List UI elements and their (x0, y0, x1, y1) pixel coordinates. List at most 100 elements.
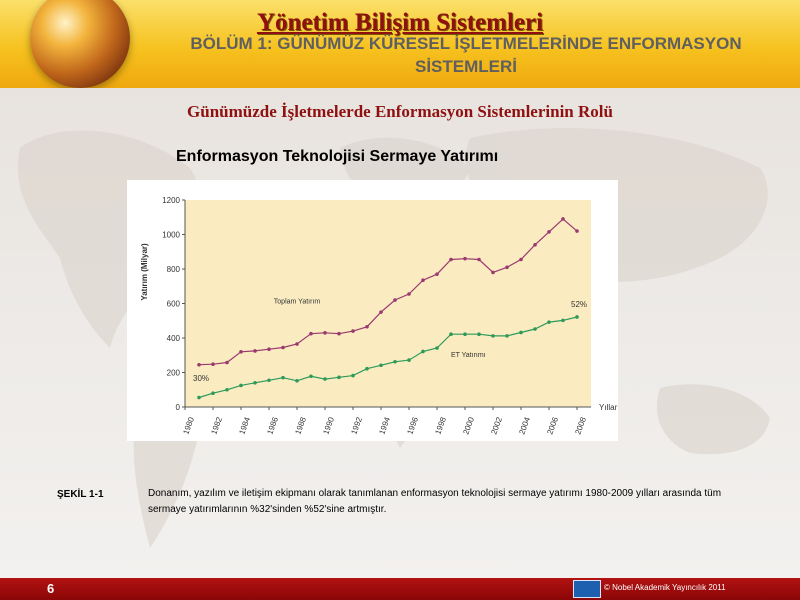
series-1-point (491, 270, 495, 275)
series-1-point (351, 329, 355, 333)
x-tick-label: 1984 (237, 415, 252, 435)
slide-title: Yönetim Bilişim Sistemleri (256, 9, 544, 36)
series-1-point (519, 257, 523, 262)
series-1-point (253, 349, 257, 353)
chart-annotation: 52% (571, 300, 587, 309)
y-tick-label: 400 (167, 334, 181, 343)
series-2-point (491, 334, 495, 338)
x-tick-label: 1996 (405, 415, 420, 435)
series-1-point (211, 362, 215, 367)
series-1-point (309, 331, 313, 336)
x-tick-label: 1982 (209, 415, 224, 435)
series-2-point (337, 375, 341, 380)
y-tick-label: 1000 (162, 231, 180, 240)
series-1-point (379, 310, 383, 314)
x-tick-label: 1988 (293, 415, 308, 435)
y-tick-label: 200 (167, 369, 181, 378)
x-tick-label: 2000 (461, 415, 476, 435)
series-1-point (365, 324, 369, 329)
y-axis-label: Yatırım (Milyar) (140, 243, 149, 301)
series-2-point (421, 349, 425, 354)
series-1-point (449, 257, 453, 262)
series-1-point (323, 331, 327, 335)
series-2-point (323, 377, 327, 381)
publisher-logo-icon (573, 580, 601, 598)
x-tick-label: 1980 (181, 415, 196, 435)
series-2-point (449, 332, 453, 337)
series-1-point (337, 331, 341, 336)
series-1-point (575, 229, 579, 233)
series-2-point (519, 330, 523, 335)
series-line-1 (198, 218, 578, 366)
x-tick-label: 2006 (545, 415, 560, 435)
series-2-point (295, 378, 299, 383)
series-2-point (253, 381, 257, 385)
y-tick-label: 1200 (162, 196, 180, 205)
x-tick-label: 1992 (349, 415, 364, 435)
series-2-point (407, 358, 411, 362)
series-1-point (435, 272, 439, 276)
series-label: Toplam Yatırım (274, 299, 321, 306)
y-tick-label: 0 (176, 403, 181, 412)
chart-annotation: 30% (193, 374, 209, 383)
series-2-point (281, 375, 285, 380)
chart-heading: Enformasyon Teknolojisi Sermaye Yatırımı (176, 148, 499, 165)
series-1-point (533, 243, 537, 247)
series-1-point (463, 256, 467, 261)
series-1-point (477, 257, 481, 262)
series-1-point (295, 342, 299, 346)
series-2-point (365, 366, 369, 371)
series-1-point (561, 217, 565, 221)
x-axis-label: Yıllar (599, 403, 618, 412)
series-1-point (421, 278, 425, 283)
series-2-point (239, 383, 243, 388)
series-2-point (477, 332, 481, 337)
series-1-point (267, 347, 271, 352)
page-number: 6 (47, 581, 55, 596)
series-2-point (463, 332, 467, 337)
x-tick-label: 1990 (321, 415, 336, 435)
x-tick-label: 1998 (433, 415, 448, 435)
section-title: Günümüzde İşletmelerde Enformasyon Siste… (187, 102, 613, 121)
line-chart: 0 200 400 600 800 1000 1200 1980 1982 1984 1986 198… (140, 196, 618, 436)
plot-area (185, 200, 591, 407)
series-1-point (393, 298, 397, 302)
series-2-point (197, 395, 201, 400)
series-2-point (575, 315, 579, 319)
figure-caption: Donanım, yazılım ve iletişim ekipmanı ol… (148, 488, 722, 515)
series-label: ET Yatırımı (451, 352, 486, 359)
series-1-point (281, 345, 285, 350)
series-1-point (407, 292, 411, 296)
x-tick-label: 2004 (517, 415, 532, 435)
series-2-point (379, 363, 383, 368)
series-line-2 (198, 316, 578, 399)
chapter-subtitle: BÖLÜM 1: GÜNÜMÜZ KÜRESEL İŞLETMELERİNDE … (190, 34, 742, 76)
y-tick-label: 800 (167, 265, 181, 274)
x-tick-label: 2002 (489, 415, 504, 435)
series-2-point (351, 373, 355, 378)
copyright-text: © Nobel Akademik Yayıncılık 2011 (604, 583, 726, 592)
series-2-point (547, 320, 551, 324)
figure-label: ŞEKİL 1-1 (57, 489, 104, 500)
globe-icon (30, 0, 130, 88)
y-tick-label: 600 (167, 300, 181, 309)
chart-container: 0 200 400 600 800 1000 1200 1980 1982 1984 1986 198… (127, 180, 618, 441)
x-tick-label: 1986 (265, 415, 280, 435)
series-2-point (393, 360, 397, 364)
series-1-point (505, 265, 509, 270)
series-2-point (225, 387, 229, 392)
series-1-point (197, 362, 201, 367)
series-1-point (239, 350, 243, 354)
series-2-point (561, 318, 565, 323)
series-2-point (533, 327, 537, 331)
series-1-point (547, 230, 551, 234)
x-tick-label: 2008 (573, 415, 588, 435)
series-2-point (211, 391, 215, 395)
series-2-point (505, 334, 509, 338)
x-tick-label: 1994 (377, 415, 392, 435)
slide-header (0, 0, 800, 88)
series-2-point (435, 346, 439, 350)
series-2-point (267, 378, 271, 383)
series-1-point (225, 360, 229, 365)
series-2-point (309, 374, 313, 379)
